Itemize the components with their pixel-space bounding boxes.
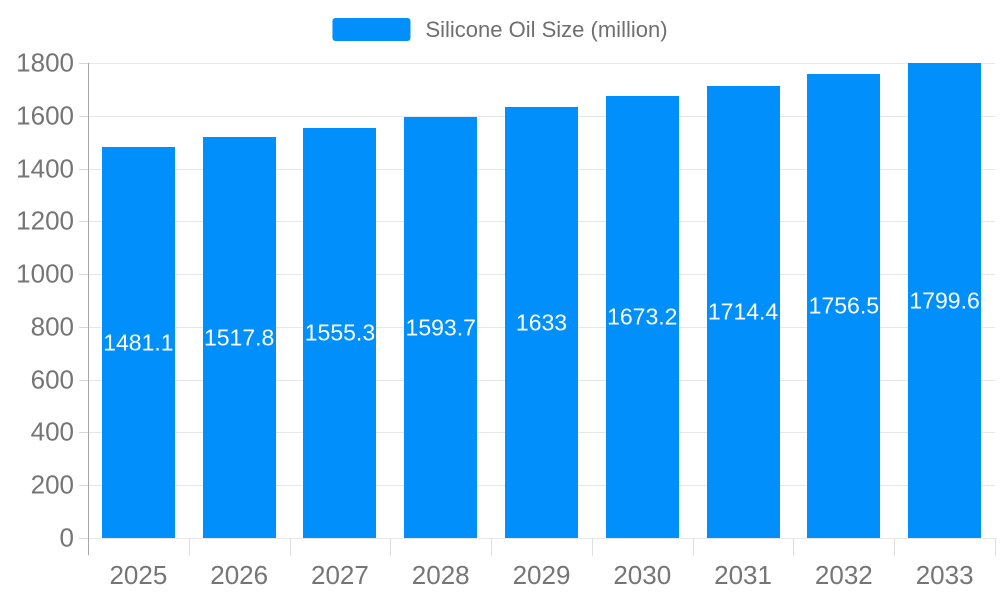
bar-2032[interactable]: [807, 74, 881, 538]
bar-2031[interactable]: [706, 85, 780, 538]
y-axis-line: [88, 63, 89, 555]
y-axis-label: 1600: [16, 100, 74, 131]
x-axis-label: 2029: [512, 560, 571, 590]
bar-value-label: 1593.7: [405, 314, 476, 341]
y-axis-label: 1800: [16, 47, 74, 78]
x-axis-label: 2032: [814, 560, 873, 590]
x-axis-label: 2033: [915, 560, 974, 590]
bar-value-label: 1481.1: [103, 329, 174, 356]
bar-2028[interactable]: [404, 117, 478, 538]
y-axis-tick: [79, 168, 88, 170]
bar-value-label: 1756.5: [808, 292, 880, 319]
y-gridline: [88, 63, 995, 64]
y-axis-tick: [79, 485, 88, 487]
y-axis-tick: [79, 221, 88, 223]
y-axis-tick: [79, 538, 88, 539]
x-axis-tick: [491, 538, 493, 556]
x-axis-label: 2026: [210, 560, 269, 590]
bar-value-label: 1714.4: [707, 298, 779, 325]
y-axis-label: 600: [30, 364, 74, 395]
x-axis-label: 2030: [613, 560, 672, 590]
x-axis-tick: [591, 538, 593, 556]
legend-swatch: [332, 17, 411, 41]
x-axis-tick: [894, 538, 896, 556]
x-axis-tick: [188, 538, 190, 556]
y-axis-label: 1000: [16, 258, 74, 289]
y-axis-label: 200: [30, 469, 74, 500]
bar-2027[interactable]: [303, 127, 377, 538]
y-gridline: [88, 538, 995, 539]
bar-2025[interactable]: [101, 147, 175, 538]
bar-value-label: 1633: [515, 309, 568, 336]
bar-value-label: 1673.2: [607, 303, 678, 330]
y-axis-label: 0: [59, 522, 74, 553]
y-axis-label: 1200: [16, 205, 74, 236]
legend-label: Silicone Oil Size (million): [425, 17, 668, 42]
x-axis-label: 2027: [311, 560, 369, 590]
bar-2029[interactable]: [505, 107, 578, 538]
bar-value-label: 1799.6: [909, 287, 980, 314]
bar-value-label: 1555.3: [304, 319, 376, 346]
bar-2030[interactable]: [605, 96, 679, 538]
x-axis-label: 2028: [411, 560, 470, 590]
bar-2033[interactable]: [908, 63, 982, 538]
x-axis-label: 2031: [714, 560, 772, 590]
y-axis-tick: [79, 63, 88, 64]
bar-value-label: 1517.8: [203, 324, 275, 351]
x-axis-tick: [995, 538, 996, 556]
y-axis-tick: [79, 379, 88, 381]
y-axis-label: 1400: [16, 153, 74, 184]
x-axis-tick: [793, 538, 795, 556]
x-axis-label: 2025: [109, 560, 168, 590]
y-axis-label: 400: [30, 416, 74, 447]
x-axis-tick: [390, 538, 392, 556]
x-axis-tick: [289, 538, 291, 556]
y-axis-tick: [79, 326, 88, 328]
y-axis-tick: [79, 274, 88, 276]
bar-2026[interactable]: [202, 137, 276, 538]
legend-item[interactable]: Silicone Oil Size (million): [332, 17, 668, 42]
x-axis-tick: [692, 538, 694, 556]
y-axis-tick: [79, 432, 88, 434]
y-axis-tick: [79, 115, 88, 117]
y-axis-label: 800: [30, 311, 74, 342]
